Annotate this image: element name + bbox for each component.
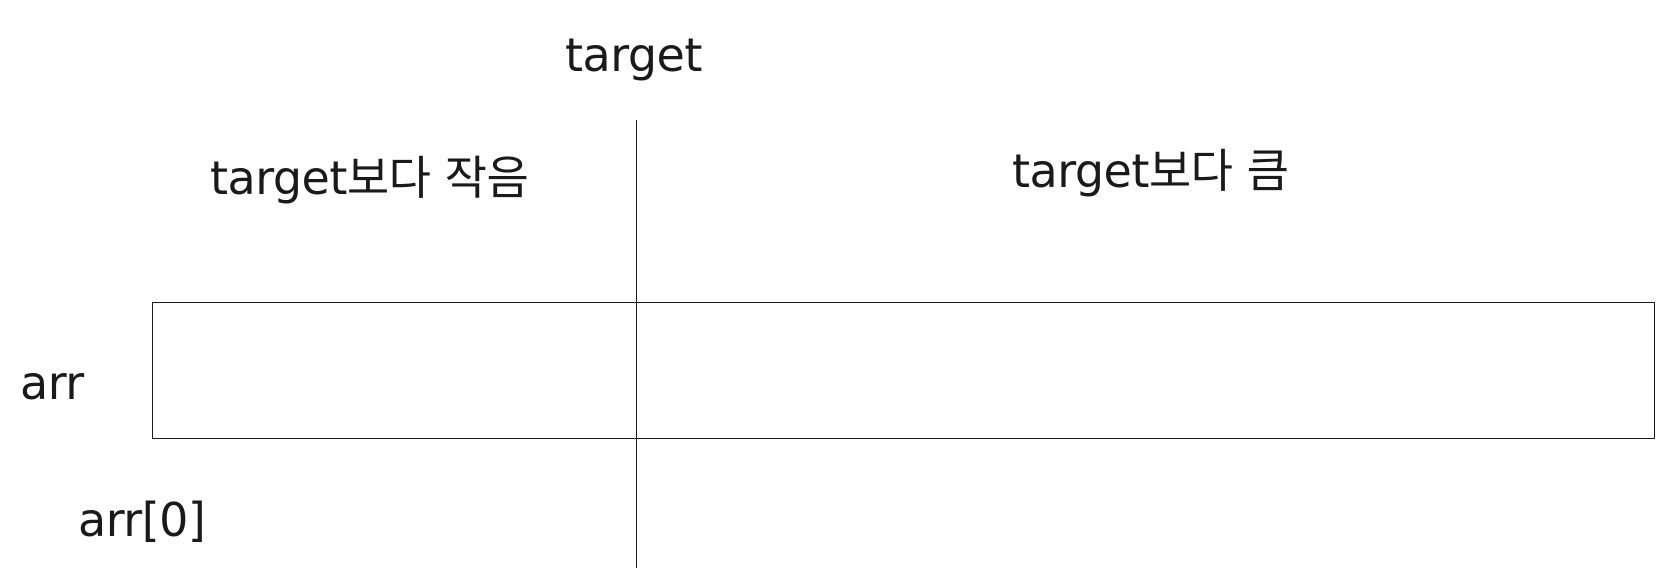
array-first-index-label: arr[0] [78,493,206,547]
array-box [152,302,1655,439]
smaller-than-target-label: target보다 작음 [210,151,529,205]
target-divider-line [636,120,637,568]
target-label: target [565,28,702,82]
array-label: arr [20,356,84,410]
larger-than-target-label: target보다 큼 [1012,144,1289,198]
